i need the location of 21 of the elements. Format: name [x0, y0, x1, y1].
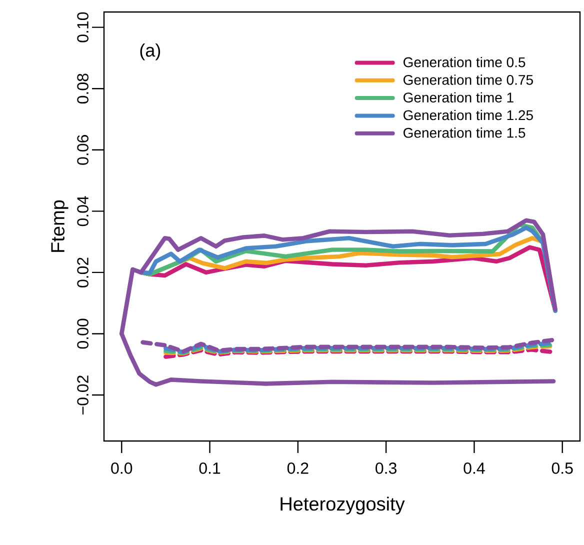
- legend-label: Generation time 1.5: [404, 128, 526, 138]
- y-tick-label: −0.02: [77, 376, 88, 414]
- x-axis-title: Heterozygosity: [280, 496, 405, 514]
- y-tick-label: 0.04: [77, 196, 88, 226]
- annotation: (a): [140, 44, 160, 60]
- x-tick-label: 0.2: [287, 462, 308, 474]
- legend-label: Generation time 1.25: [404, 110, 533, 120]
- legend-label: Generation time 0.75: [404, 74, 533, 85]
- x-tick-label: 0.3: [376, 462, 396, 474]
- x-tick-label: 0.1: [199, 462, 220, 474]
- x-tick-label: 0.5: [552, 462, 573, 474]
- y-tick-label: 0.08: [77, 74, 88, 104]
- legend-label: Generation time 1: [404, 92, 514, 103]
- y-tick-label: 0.10: [77, 12, 88, 42]
- x-tick-label: 0.0: [111, 462, 132, 474]
- y-tick-label: 0.06: [77, 135, 88, 165]
- x-tick-label: 0.4: [464, 462, 485, 474]
- y-axis-title: Ftemp: [51, 200, 68, 252]
- y-tick-label: 0.02: [77, 258, 88, 288]
- legend-label: Generation time 0.5: [404, 56, 526, 68]
- y-tick-label: 0.00: [77, 318, 88, 349]
